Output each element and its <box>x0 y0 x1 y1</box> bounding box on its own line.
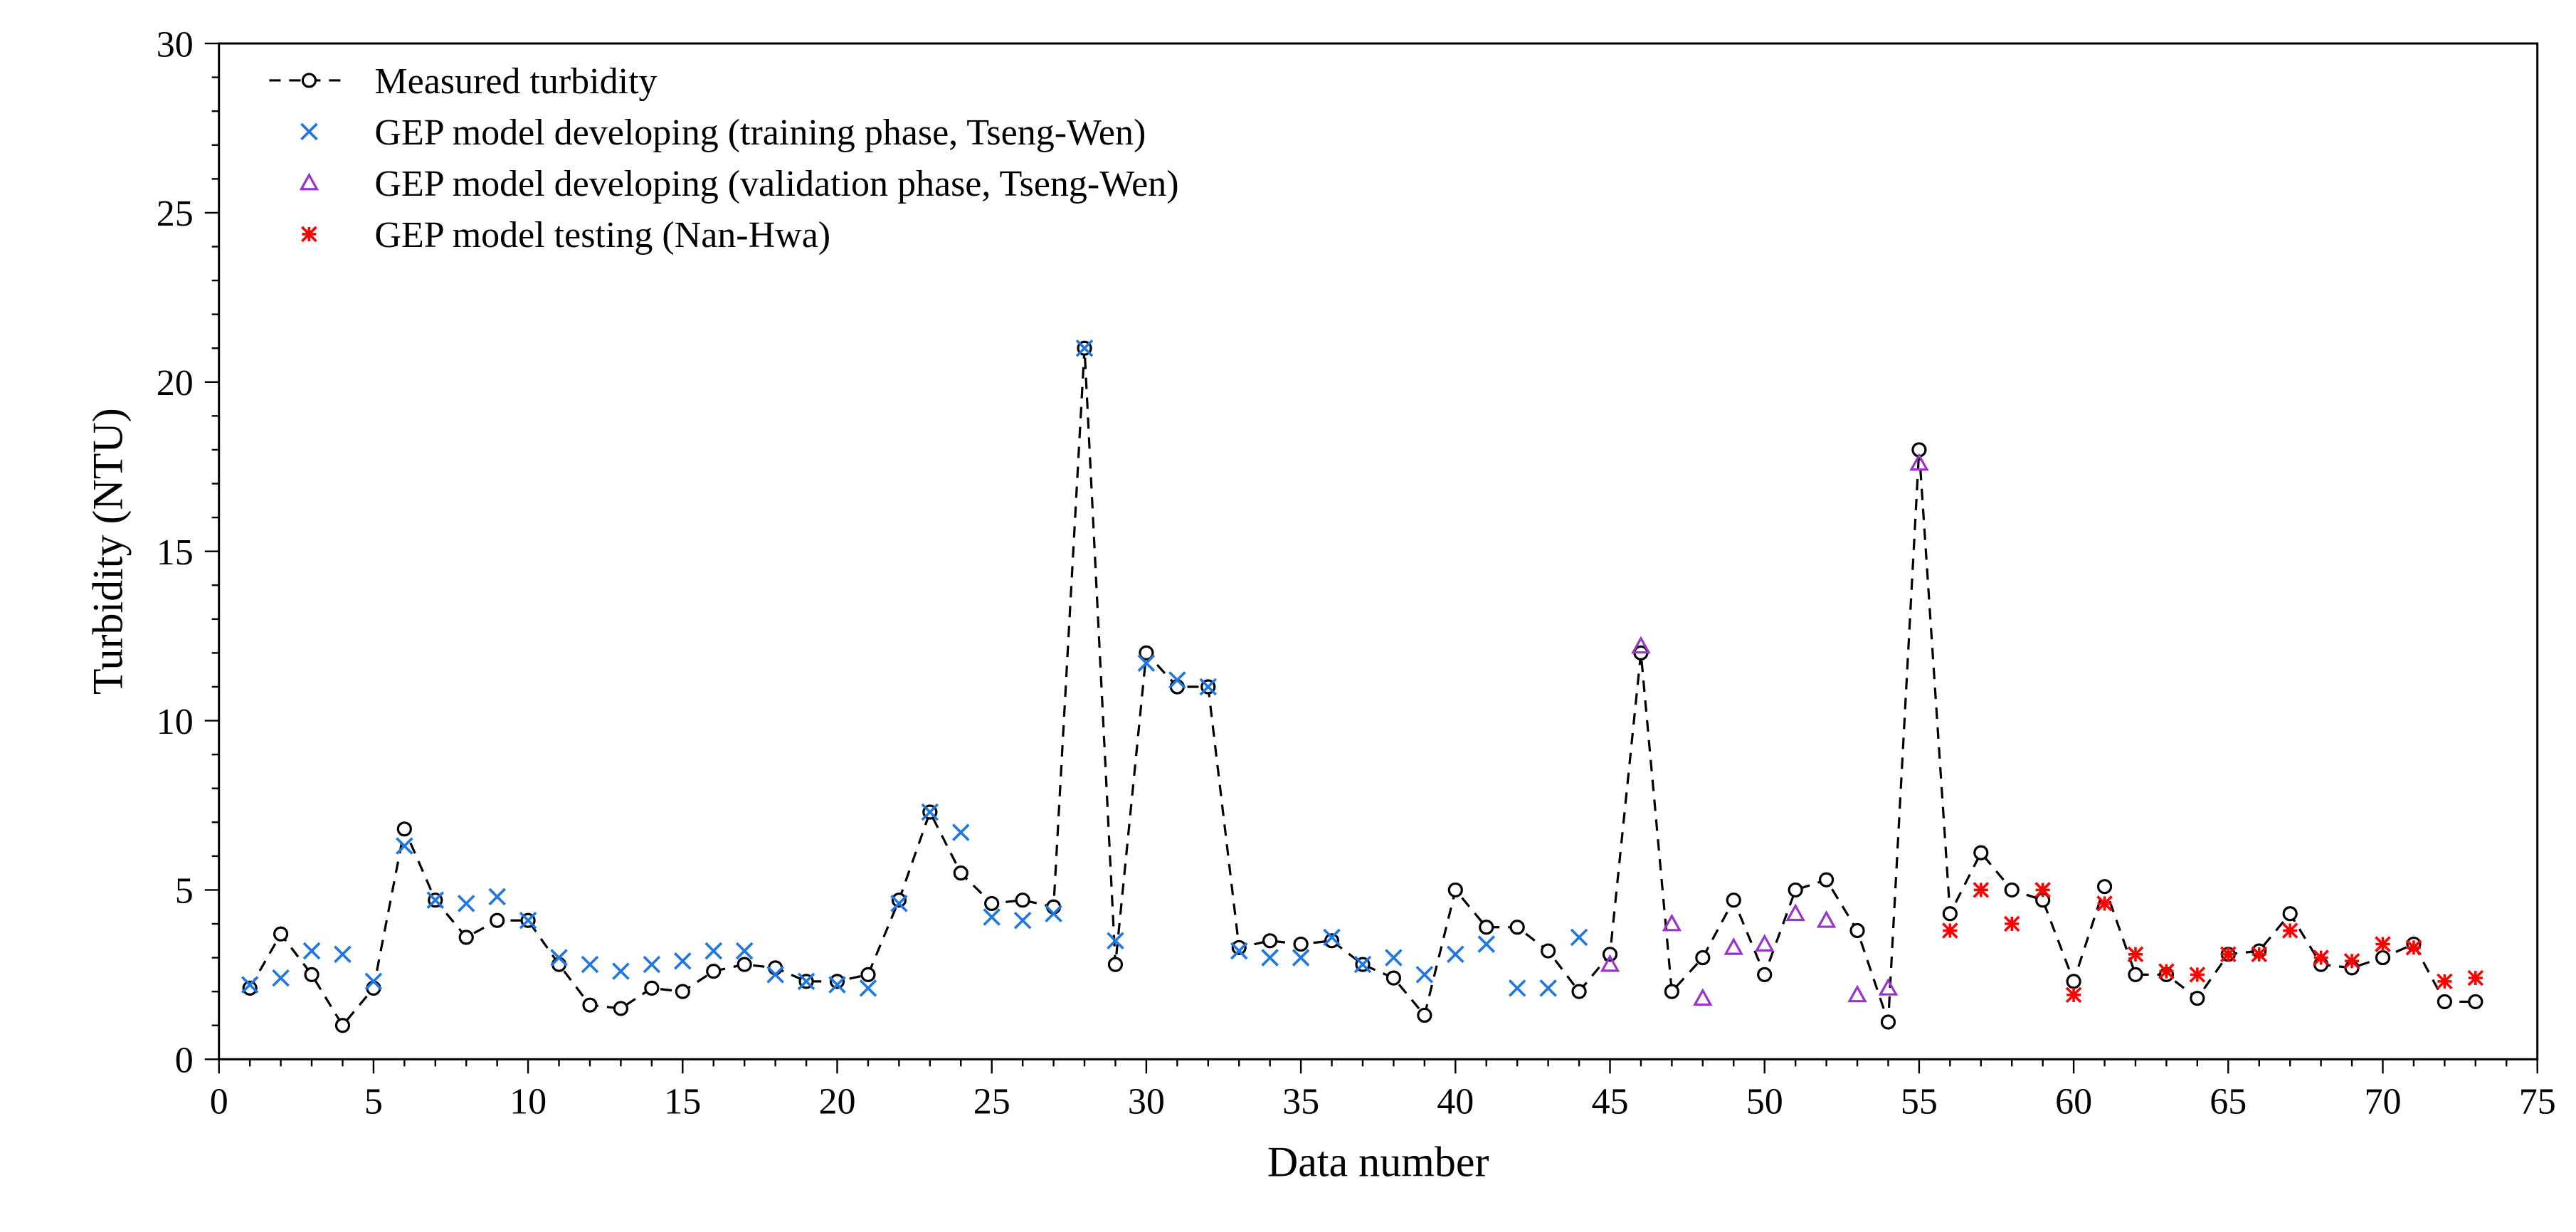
legend-label-measured: Measured turbidity <box>374 61 657 102</box>
svg-text:5: 5 <box>175 871 194 912</box>
legend-item-validation: GEP model developing (validation phase, … <box>301 164 1178 204</box>
svg-text:5: 5 <box>364 1081 383 1122</box>
svg-text:70: 70 <box>2365 1081 2402 1122</box>
svg-text:15: 15 <box>157 532 194 573</box>
svg-text:35: 35 <box>1282 1081 1319 1122</box>
y-axis-title: Turbidity (NTU) <box>85 408 132 695</box>
svg-text:0: 0 <box>175 1041 194 1081</box>
svg-text:30: 30 <box>157 24 194 65</box>
svg-text:15: 15 <box>664 1081 701 1122</box>
legend-label-training: GEP model developing (training phase, Ts… <box>374 112 1146 153</box>
svg-text:0: 0 <box>210 1081 228 1122</box>
legend-label-testing: GEP model testing (Nan-Hwa) <box>374 215 830 256</box>
svg-text:10: 10 <box>157 702 194 742</box>
x-axis-title: Data number <box>1267 1138 1489 1185</box>
legend-item-testing: GEP model testing (Nan-Hwa) <box>302 215 830 256</box>
legend-label-validation: GEP model developing (validation phase, … <box>374 164 1178 204</box>
svg-text:50: 50 <box>1746 1081 1783 1122</box>
legend-item-training: GEP model developing (training phase, Ts… <box>301 112 1146 153</box>
svg-text:55: 55 <box>1901 1081 1938 1122</box>
svg-text:65: 65 <box>2210 1081 2247 1122</box>
svg-text:45: 45 <box>1592 1081 1629 1122</box>
svg-text:75: 75 <box>2519 1081 2556 1122</box>
svg-text:25: 25 <box>157 194 194 234</box>
chart-canvas: 051015202530354045505560657075Data numbe… <box>0 0 2576 1232</box>
svg-text:10: 10 <box>510 1081 547 1122</box>
svg-text:20: 20 <box>819 1081 856 1122</box>
svg-text:40: 40 <box>1437 1081 1474 1122</box>
svg-text:30: 30 <box>1128 1081 1165 1122</box>
svg-text:20: 20 <box>157 363 194 404</box>
svg-text:60: 60 <box>2055 1081 2092 1122</box>
turbidity-chart: 051015202530354045505560657075Data numbe… <box>0 0 2576 1232</box>
svg-text:25: 25 <box>973 1081 1010 1122</box>
